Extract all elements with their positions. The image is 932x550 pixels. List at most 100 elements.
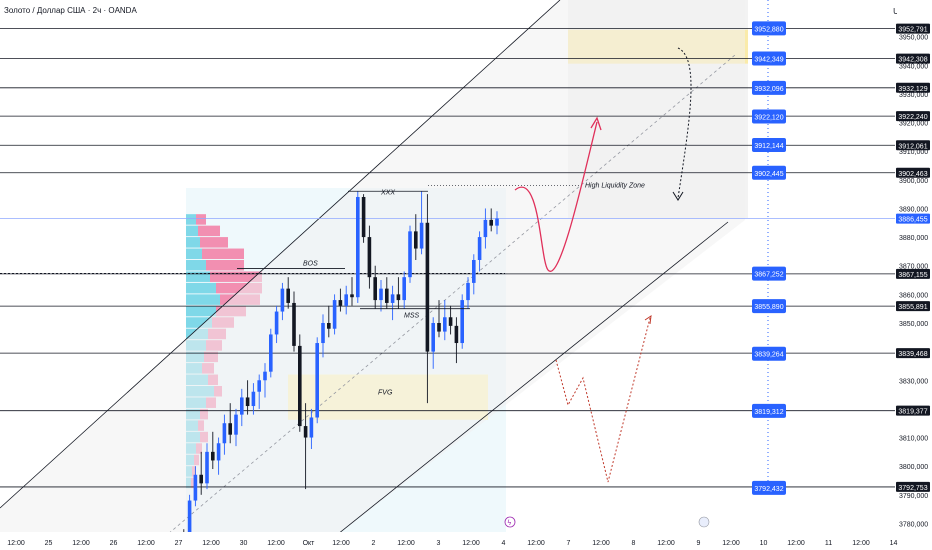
candle-body xyxy=(350,294,354,298)
time-axis-tick-label: 12:00 xyxy=(137,540,155,547)
candle-body xyxy=(216,443,221,461)
candle-body xyxy=(303,426,308,438)
projection-path-dotted xyxy=(677,47,692,199)
time-axis-tick-label: 12:00 xyxy=(852,540,870,547)
candle-body xyxy=(466,282,470,301)
candle-body xyxy=(263,371,267,381)
candle-body xyxy=(199,474,203,484)
level-mark-box xyxy=(752,480,786,495)
candle-body xyxy=(321,322,325,344)
candle-body xyxy=(408,231,412,278)
time-axis-tick-label: 12:00 xyxy=(202,540,220,547)
candle-body xyxy=(211,451,215,461)
candle-body xyxy=(286,288,290,303)
candle-body xyxy=(361,196,366,238)
time-axis-tick-label: 11 xyxy=(825,540,832,547)
mss-label: MSS xyxy=(404,312,420,319)
volume-profile-bar-up xyxy=(186,259,206,271)
time-axis-tick-label: 12:00 xyxy=(592,540,610,547)
candle-body xyxy=(396,294,401,301)
price-axis-tick-label: 3790,000 xyxy=(899,493,928,500)
candle-body xyxy=(205,451,209,484)
candle-body xyxy=(344,294,348,306)
price-tag xyxy=(896,268,930,279)
time-axis-panel xyxy=(0,532,897,550)
volume-profile-bar-up xyxy=(186,305,216,317)
price-axis-tick-label: 3850,000 xyxy=(899,321,928,328)
level-mark-label: 3867,252 xyxy=(754,272,783,279)
level-mark-label: 3819,312 xyxy=(754,409,783,416)
event-marker-icon xyxy=(504,516,516,528)
level-mark-label: 3855,890 xyxy=(754,304,783,311)
candle-body xyxy=(257,380,261,392)
candle-body xyxy=(472,259,476,283)
candle-body xyxy=(222,423,227,444)
fvg-label: FVG xyxy=(378,390,393,397)
price-axis-tick-label: 3780,000 xyxy=(899,521,928,528)
candle-body xyxy=(477,237,482,260)
level-mark-box xyxy=(752,80,786,95)
time-axis-tick-label: 27 xyxy=(175,540,183,547)
price-tag-label: 3867,155 xyxy=(898,272,927,279)
candle-body xyxy=(385,288,389,303)
candle-body xyxy=(390,294,395,303)
time-axis-tick-label: 14 xyxy=(890,540,898,547)
level-mark-label: 3942,349 xyxy=(754,57,783,64)
price-tag xyxy=(896,348,930,359)
price-tag xyxy=(896,53,930,64)
candle-body xyxy=(460,300,464,344)
price-tag-label: 3912,061 xyxy=(898,143,927,150)
price-axis-tick-label: 3910,000 xyxy=(899,149,928,156)
candle-body xyxy=(373,277,377,301)
price-tag xyxy=(896,23,930,34)
candle-body xyxy=(234,414,238,435)
level-mark-box xyxy=(752,51,786,66)
price-tag xyxy=(896,405,930,416)
candle-body xyxy=(298,345,302,427)
level-mark-box xyxy=(752,266,786,281)
channel-upper-line xyxy=(0,0,561,509)
volume-profile-bar-down xyxy=(210,271,262,282)
bos-label: BOS xyxy=(303,261,318,268)
candle-body xyxy=(356,196,360,298)
price-tag xyxy=(896,82,930,93)
price-tag xyxy=(896,140,930,151)
time-axis-tick-label: 25 xyxy=(45,540,53,547)
price-axis-tick-label: 3830,000 xyxy=(899,378,928,385)
level-mark-box xyxy=(752,403,786,418)
price-tag-label: 3855,891 xyxy=(898,304,927,311)
time-axis-tick-label: Окт xyxy=(303,540,316,547)
price-tag xyxy=(896,301,930,312)
price-tag-label: 3942,308 xyxy=(898,57,927,64)
price-tag-label: 3792,753 xyxy=(898,485,927,492)
price-tag xyxy=(896,167,930,178)
candle-body xyxy=(338,300,343,306)
time-axis-tick-label: 2 xyxy=(372,540,376,547)
price-tag-label: 3932,129 xyxy=(898,86,927,93)
volume-profile-bar-up xyxy=(186,214,196,225)
level-mark-label: 3792,432 xyxy=(754,486,783,493)
candle-body xyxy=(280,288,285,312)
us-flag-icon xyxy=(698,516,710,528)
candle-body xyxy=(251,391,256,407)
price-axis-tick-label: 3810,000 xyxy=(899,436,928,443)
candle-body xyxy=(489,219,493,226)
lightning-icon: ϟ xyxy=(507,519,512,527)
volume-profile-bar-up xyxy=(186,248,202,260)
projection-arrowhead-maroon xyxy=(644,314,652,325)
time-axis-tick-label: 26 xyxy=(110,540,118,547)
candle-body xyxy=(309,417,314,438)
time-axis-tick-label: 7 xyxy=(567,540,571,547)
volume-profile-bar-down xyxy=(216,282,262,294)
price-axis-tick-label: 3890,000 xyxy=(899,206,928,213)
volume-profile-bar-down xyxy=(196,214,206,225)
time-axis-tick-label: 12:00 xyxy=(527,540,545,547)
time-axis-tick-label: 12:00 xyxy=(332,540,350,547)
xxx-label: XXX xyxy=(380,189,395,196)
candle-body xyxy=(187,500,192,544)
level-mark-label: 3952,880 xyxy=(754,26,783,33)
candle-body xyxy=(315,343,319,418)
candle-body xyxy=(448,317,453,326)
level-mark-box xyxy=(752,21,786,36)
